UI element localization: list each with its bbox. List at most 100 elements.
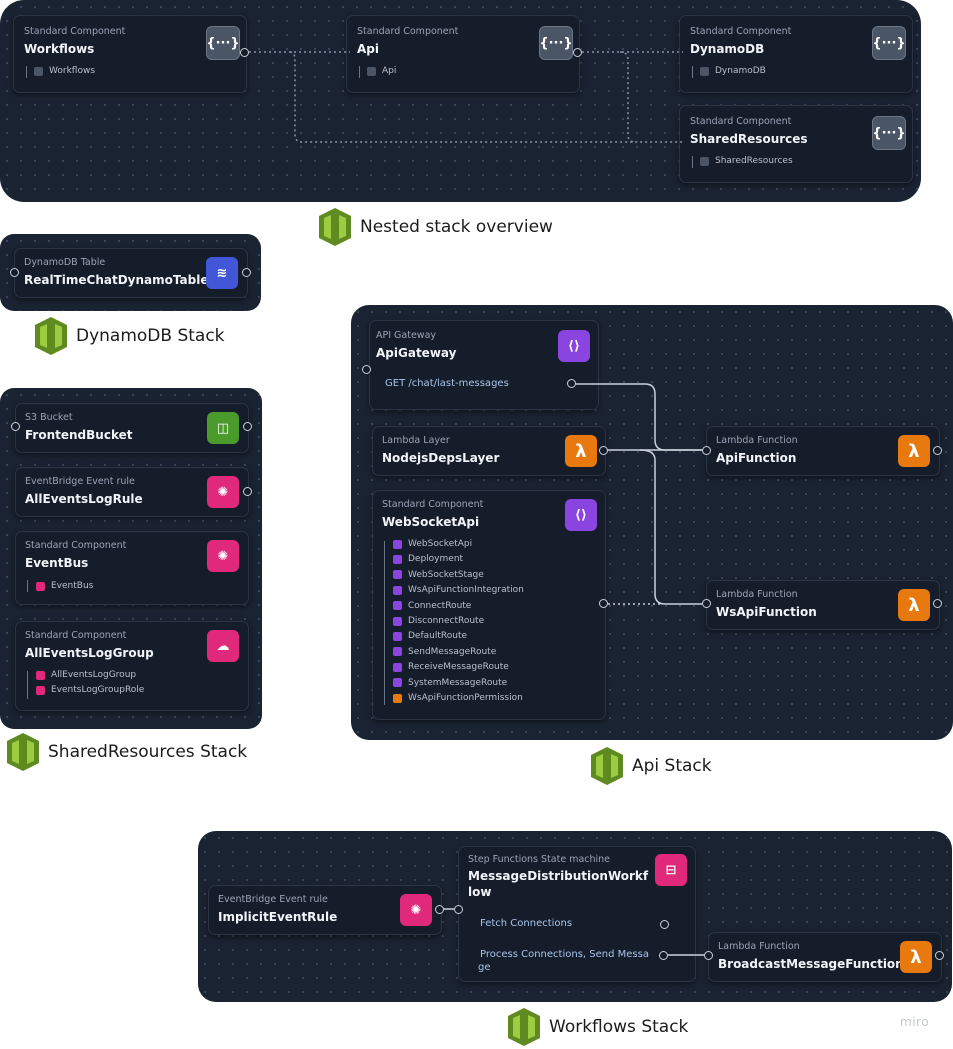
component-kind: Standard Component [25,540,127,551]
child-item: Workflows [34,66,95,76]
child-label: WsApiFunctionIntegration [408,585,524,596]
lambda-permission-icon [393,693,402,703]
child-bar [692,156,693,168]
fetch-out-port[interactable] [660,920,669,929]
apifn-in-port[interactable] [702,446,711,455]
resource-name-wrap: low [468,885,492,899]
websocket-api-card[interactable]: Standard Component WebSocketApi ⟨⟩ WebSo… [372,490,606,720]
api-gateway-card[interactable]: API Gateway ApiGateway ⟨⟩ GET /chat/last… [369,320,599,410]
resource-name: NodejsDepsLayer [382,451,500,465]
braces-icon: {···} [872,26,906,60]
resource-name: WsApiFunction [716,605,817,619]
dynamodb-icon: ≋ [206,257,238,289]
route-label[interactable]: GET /chat/last-messages [385,378,509,389]
apifn-out-port[interactable] [933,446,942,455]
nodejs-deps-layer-card[interactable]: Lambda Layer NodejsDepsLayer λ [372,426,606,476]
component-name: Workflows [24,42,95,56]
websocket-child-item: DisconnectRoute [393,616,484,626]
api-gateway-icon [393,539,402,549]
api-gateway-icon [393,616,402,626]
api-gateway-icon [393,570,402,580]
child-label: SendMessageRoute [408,646,497,657]
child-bar [359,66,360,78]
caption-text: Workflows Stack [549,1017,689,1037]
cloudformation-icon [319,208,351,246]
api-component-card[interactable]: Standard Component Api {···} Api [346,15,580,93]
component-kind: Standard Component [24,26,126,37]
all-events-log-rule-card[interactable]: EventBridge Event rule AllEventsLogRule … [15,467,249,517]
resource-kind: API Gateway [376,330,437,341]
eventbus-card[interactable]: Standard Component EventBus ✺ EventBus [15,531,249,605]
resource-kind: Lambda Layer [382,435,450,446]
route-out-port[interactable] [567,379,576,388]
child-item: DynamoDB [700,66,766,76]
resource-kind: Lambda Function [716,435,798,446]
process-out-port[interactable] [659,951,668,960]
step-process-connections[interactable]: Process Connections, Send Messa [480,949,649,960]
resource-name: RealTimeChatDynamoTable [24,273,209,287]
rule-out-port[interactable] [243,487,252,496]
dynamodb-table-in-port[interactable] [10,268,19,277]
child-label: EventsLogGroupRole [51,685,145,695]
api-gateway-icon: ⟨⟩ [565,499,597,531]
resource-kind: EventBridge Event rule [25,476,135,487]
websocket-child-item: SendMessageRoute [393,647,496,657]
dynamodb-component-card[interactable]: Standard Component DynamoDB {···} Dynamo… [679,15,913,93]
frontend-bucket-card[interactable]: S3 Bucket FrontendBucket ◫ [15,403,249,453]
step-fetch-connections[interactable]: Fetch Connections [480,918,573,929]
broadcast-in-port[interactable] [704,951,713,960]
bucket-in-port[interactable] [11,422,20,431]
bucket-out-port[interactable] [243,422,252,431]
bucket-icon: ◫ [207,412,239,444]
state-machine-card[interactable]: Step Functions State machine MessageDist… [458,846,696,982]
resource-kind: Step Functions State machine [468,854,611,865]
braces-icon: {···} [872,116,906,150]
resource-name: ImplicitEventRule [218,910,338,924]
child-label: SharedResources [715,156,793,166]
websocket-child-item: ConnectRoute [393,601,471,611]
broadcast-function-card[interactable]: Lambda Function BroadcastMessageFunction… [708,932,942,982]
api-gateway-icon [393,554,402,564]
caption-text: SharedResources Stack [48,742,248,762]
cloudformation-icon [7,733,39,771]
workflows-port[interactable] [240,48,249,57]
api-gateway-icon: ⟨⟩ [558,330,590,362]
broadcast-out-port[interactable] [935,951,944,960]
child-label: AllEventsLogGroup [51,670,137,680]
role-icon [36,685,45,695]
child-label: ReceiveMessageRoute [408,662,509,673]
component-kind: Standard Component [382,499,484,510]
child-bar [27,580,28,592]
component-name: Api [357,42,379,56]
layer-out-port[interactable] [599,446,608,455]
websocket-out-port[interactable] [599,599,608,608]
websocket-child-item: DefaultRoute [393,631,467,641]
braces-icon [700,156,709,166]
rule-out-port[interactable] [435,905,444,914]
api-function-card[interactable]: Lambda Function ApiFunction λ [706,426,940,476]
eventbridge-icon: ✺ [400,894,432,926]
websocket-child-item: ReceiveMessageRoute [393,662,509,672]
wsfn-in-port[interactable] [702,599,711,608]
gateway-in-port[interactable] [362,365,371,374]
child-item: EventBus [36,581,93,591]
resource-name: MessageDistributionWorkf [468,869,649,883]
resource-name: FrontendBucket [25,428,133,442]
dynamodb-table-out-port[interactable] [242,268,251,277]
state-machine-in-port[interactable] [454,905,463,914]
ws-api-function-card[interactable]: Lambda Function WsApiFunction λ [706,580,940,630]
implicit-event-rule-card[interactable]: EventBridge Event rule ImplicitEventRule… [208,885,442,935]
braces-icon [367,66,376,76]
wsfn-out-port[interactable] [933,599,942,608]
sharedresources-component-card[interactable]: Standard Component SharedResources {···}… [679,105,913,183]
child-label: DynamoDB [715,66,766,76]
websocket-child-item: WsApiFunctionPermission [393,693,523,703]
websocket-child-item: WebSocketStage [393,570,484,580]
component-name: SharedResources [690,132,808,146]
child-label: Workflows [49,66,96,76]
workflows-component-card[interactable]: Standard Component Workflows {···} Workf… [13,15,247,93]
api-port[interactable] [573,48,582,57]
dynamodb-table-card[interactable]: DynamoDB Table RealTimeChatDynamoTable ≋ [14,248,248,298]
all-events-log-group-card[interactable]: Standard Component AllEventsLogGroup ☁ A… [15,621,249,711]
websocket-child-item: Deployment [393,554,463,564]
